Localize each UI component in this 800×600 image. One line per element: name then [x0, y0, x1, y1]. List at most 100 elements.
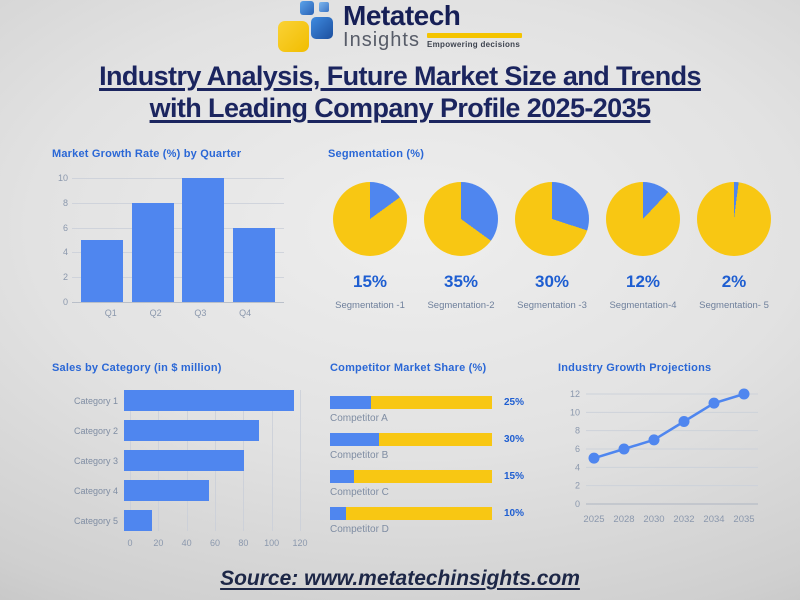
x-tick-label: 2030 [643, 514, 664, 525]
quarter-bar [131, 202, 174, 302]
segmentation-pie: 30% Segmentation -3 [510, 182, 594, 311]
x-tick-label: 20 [153, 538, 164, 548]
pie-icon [515, 182, 589, 256]
share-percent-label: 25% [504, 397, 525, 408]
growth-projections-title: Industry Growth Projections [558, 362, 712, 374]
sales-bar-row: Category 3 [52, 450, 308, 471]
bar-track [124, 450, 294, 471]
sales-bar-row: Category 4 [52, 480, 308, 501]
pie-percent-label: 15% [352, 272, 388, 291]
x-tick-label: 2028 [613, 514, 634, 525]
y-tick-label: 4 [62, 247, 68, 258]
growth-projections-plot: 0 2 4 6 8 10 12 2025 2028 2030 2032 2034 2035 [570, 388, 758, 525]
pie-icon [424, 182, 498, 256]
competitor-row: 10% Competitor D [330, 507, 535, 535]
logo-blue-square-mid [300, 1, 315, 15]
data-point [738, 388, 750, 400]
sales-bar-rows: Category 1 Category 2 Category 3 Category 4… [52, 390, 308, 531]
x-tick-label: Q1 [104, 308, 117, 318]
share-bar-fill [330, 507, 347, 520]
gridline [72, 227, 284, 229]
competitor-row: 30% Competitor B [330, 433, 535, 461]
competitor-row: 15% Competitor C [330, 470, 535, 498]
logo-brand-name: Metatech [343, 0, 461, 31]
competitor-bar-rows: 25% Competitor A 30% Competitor B 15% Competi… [330, 396, 535, 535]
share-bar-track [330, 507, 492, 520]
sales-bar [124, 450, 245, 471]
sales-bar-row: Category 5 [52, 510, 308, 531]
page-title-line2: with Leading Company Profile 2025-2035 [149, 93, 651, 124]
share-bar-fill [330, 396, 371, 409]
y-tick-label: 2 [62, 272, 68, 283]
logo-brand-sub: Insights [343, 29, 420, 52]
logo-blue-square-large [311, 17, 334, 39]
x-tick-label: 2032 [673, 514, 694, 525]
y-tick-label: 12 [570, 389, 580, 399]
logo-squares-icon [278, 1, 336, 56]
pie-segment-label: Segmentation -3 [517, 300, 587, 311]
quarter-bar [80, 240, 123, 302]
competitor-label: Competitor C [330, 487, 389, 498]
x-tick-label: Q2 [149, 308, 162, 318]
segmentation-chart-title: Segmentation (%) [328, 148, 425, 160]
gridline [271, 390, 273, 531]
x-tick-label: 2034 [703, 514, 724, 525]
logo-tagline: Empowering decisions [426, 40, 521, 50]
competitor-label: Competitor D [330, 524, 389, 535]
sales-bar-row: Category 2 [52, 420, 308, 441]
pie-percent-label: 12% [625, 272, 661, 291]
x-tick-label: 2035 [733, 514, 754, 525]
pie-segment-label: Segmentation -1 [335, 300, 405, 311]
segmentation-pie: 35% Segmentation-2 [419, 182, 503, 311]
segmentation-pie: 15% Segmentation -1 [328, 182, 412, 311]
x-tick-label: 120 [292, 538, 308, 548]
share-bar-track [330, 470, 492, 483]
pie-segment-label: Segmentation- 5 [699, 300, 769, 311]
gridline [72, 302, 284, 303]
source-link[interactable]: Source: www.metatechinsights.com [220, 567, 580, 590]
gridline [72, 178, 284, 179]
y-tick-label: 10 [570, 407, 580, 417]
gridline [300, 390, 301, 531]
bar-track [124, 510, 294, 531]
category-label: Category 5 [73, 515, 118, 526]
category-label: Category 3 [73, 455, 118, 466]
gridline [72, 277, 284, 279]
category-label: Category 4 [73, 485, 118, 496]
y-tick-label: 8 [62, 197, 68, 208]
pie-icon [697, 182, 771, 256]
pie-icon [606, 182, 680, 256]
logo-yellow-square [278, 21, 310, 52]
competitor-chart-title: Competitor Market Share (%) [330, 362, 487, 374]
market-growth-bars [72, 178, 284, 302]
x-tick-label: Q4 [239, 308, 252, 318]
logo-blue-square-small [319, 2, 330, 12]
sales-chart-title: Sales by Category (in $ million) [52, 362, 222, 374]
share-percent-label: 10% [504, 508, 525, 519]
x-tick-label: Q3 [194, 308, 207, 318]
category-label: Category 1 [73, 395, 118, 406]
gridline [72, 252, 284, 254]
bar-track [124, 420, 294, 441]
y-tick-label: 4 [575, 462, 580, 472]
page-title-line1: Industry Analysis, Future Market Size an… [99, 61, 701, 91]
sales-x-axis: 0 20 40 60 80 100 120 [127, 538, 307, 550]
y-tick-label: 0 [62, 297, 68, 307]
market-growth-plot [72, 178, 284, 303]
data-point [678, 416, 690, 427]
market-growth-x-axis: Q1 Q2 Q3 Q4 [72, 308, 284, 318]
x-tick-label: 40 [181, 538, 192, 548]
quarter-bar [182, 178, 225, 302]
market-growth-bar-chart: Market Growth Rate (%) by Quarter 0 2 4 6 8 1… [52, 148, 308, 318]
y-tick-label: 8 [575, 426, 580, 436]
competitor-row: 25% Competitor A [330, 396, 535, 424]
metatech-logo: Metatech Insights Empowering decisions [278, 0, 522, 58]
competitor-share-chart: Competitor Market Share (%) 25% Competito… [330, 362, 535, 544]
sales-bar [124, 510, 153, 531]
data-point [708, 397, 720, 409]
x-tick-label: 80 [238, 538, 249, 548]
x-tick-label: 100 [264, 538, 280, 548]
data-point [618, 443, 630, 455]
x-tick-label: 2025 [583, 514, 604, 525]
share-bar-fill [330, 433, 379, 446]
